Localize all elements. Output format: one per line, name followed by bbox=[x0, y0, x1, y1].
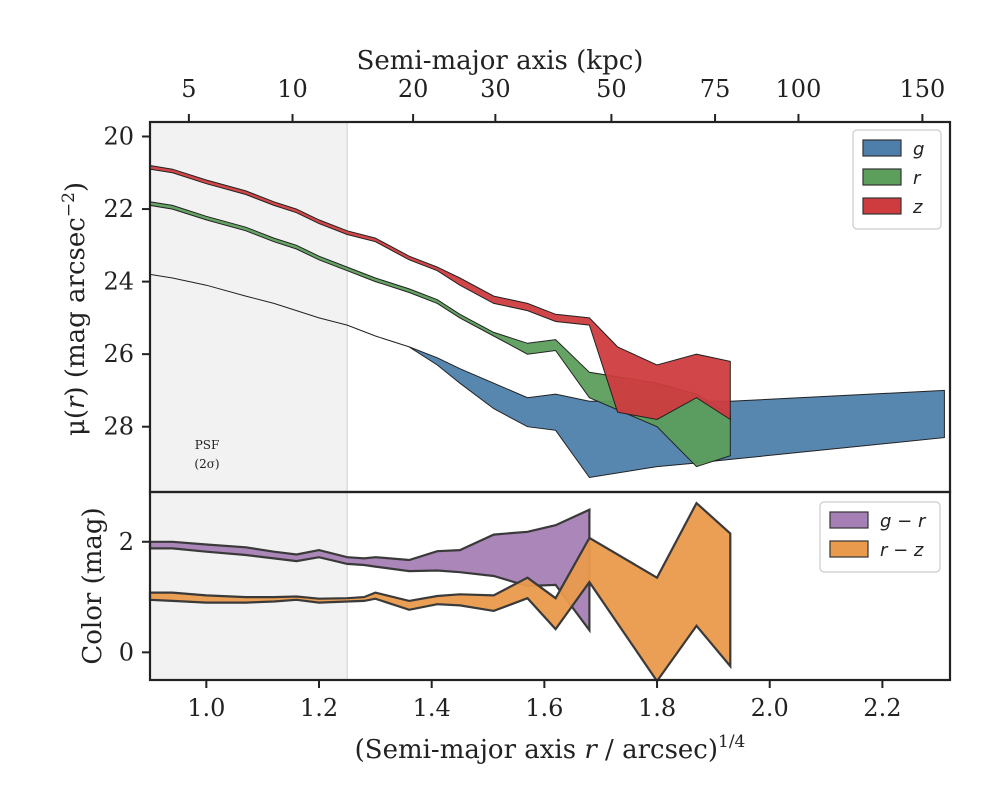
legend-label-rz: r − z bbox=[880, 540, 924, 561]
bottom-axes-frame bbox=[148, 490, 952, 682]
axes-frames bbox=[148, 120, 952, 682]
bottom-xtick-label: 1.4 bbox=[413, 694, 451, 722]
bottom-ytick-label: 2 bbox=[119, 528, 134, 556]
bottom-xtick-label: 2.0 bbox=[751, 694, 789, 722]
band-gr bbox=[148, 507, 591, 634]
legend-label-gr: g − r bbox=[880, 511, 927, 532]
band-r bbox=[149, 201, 731, 468]
top-ytick-label: 20 bbox=[103, 123, 134, 151]
top-kpc-tick-label: 20 bbox=[398, 75, 429, 103]
legend-swatch-gr bbox=[829, 511, 869, 529]
top-kpc-tick-label: 10 bbox=[277, 75, 308, 103]
top-kpc-tick-label: 100 bbox=[776, 75, 822, 103]
bottom-xtick-label: 2.2 bbox=[863, 694, 901, 722]
xlabel-post: / arcsec) bbox=[597, 735, 718, 765]
psf-shaded-region-bottom bbox=[150, 492, 348, 680]
top-kpc-tick-label: 30 bbox=[480, 75, 511, 103]
bottom-legend: g − r r − z bbox=[819, 501, 941, 573]
bottom-x-axis-label: (Semi-major axis r / arcsec)1/4 bbox=[355, 732, 746, 765]
bottom-y-axis-label: Color (mag) bbox=[78, 507, 108, 664]
band-rz bbox=[148, 501, 732, 684]
legend-label-r: r bbox=[913, 168, 922, 189]
top-ytick-label: 28 bbox=[103, 413, 134, 441]
xlabel-pre: (Semi-major axis bbox=[355, 735, 585, 765]
axis-ticks: 20 22 24 26 28 5 10 20 30 50 75 100 150 0 2 1.0 1.2 1.4 1.… bbox=[103, 75, 945, 722]
bottom-xtick-label: 1.8 bbox=[638, 694, 676, 722]
top-ytick-label: 26 bbox=[103, 340, 134, 368]
top-kpc-tick-label: 50 bbox=[596, 75, 627, 103]
legend-label-g: g bbox=[913, 139, 924, 160]
psf-region-top bbox=[150, 122, 348, 492]
top-kpc-tick-label: 150 bbox=[899, 75, 945, 103]
bottom-xtick-label: 1.6 bbox=[525, 694, 563, 722]
xlabel-var: r bbox=[584, 735, 598, 765]
psf-annotation-line1: PSF bbox=[195, 438, 220, 452]
band-z bbox=[149, 164, 731, 421]
top-kpc-tick-label: 75 bbox=[700, 75, 731, 103]
ylabel-sup: −2 bbox=[59, 192, 79, 217]
legend-swatch-g bbox=[862, 139, 902, 157]
band-g bbox=[149, 273, 945, 479]
ylabel-post: ) (mag arcsec bbox=[61, 217, 91, 396]
legend-label-z: z bbox=[912, 197, 923, 218]
top-legend: grz bbox=[852, 129, 942, 230]
legend-swatch-r bbox=[862, 168, 902, 186]
bottom-xtick-label: 1.0 bbox=[187, 694, 225, 722]
bottom-xtick-label: 1.2 bbox=[300, 694, 338, 722]
top-x-axis-label: Semi-major axis (kpc) bbox=[357, 46, 644, 76]
bottom-panel-series bbox=[148, 501, 732, 684]
psf-annotation-line2: (2σ) bbox=[194, 457, 219, 471]
top-panel-series bbox=[149, 164, 945, 479]
legend-swatch-z bbox=[862, 197, 902, 215]
ylabel-var: r bbox=[61, 395, 91, 409]
psf-shaded-region-top bbox=[150, 122, 348, 492]
psf-region-bottom bbox=[150, 492, 348, 680]
top-ytick-label: 24 bbox=[103, 268, 134, 296]
ylabel-pre: μ( bbox=[61, 409, 91, 436]
xlabel-sup: 1/4 bbox=[718, 732, 745, 752]
legend-swatch-rz bbox=[829, 540, 869, 558]
ylabel-end: ) bbox=[61, 182, 91, 192]
bottom-ytick-label: 0 bbox=[119, 638, 134, 666]
top-y-axis-label: μ(r) (mag arcsec−2) bbox=[59, 182, 91, 436]
top-ytick-label: 22 bbox=[103, 195, 134, 223]
top-kpc-tick-label: 5 bbox=[181, 75, 196, 103]
